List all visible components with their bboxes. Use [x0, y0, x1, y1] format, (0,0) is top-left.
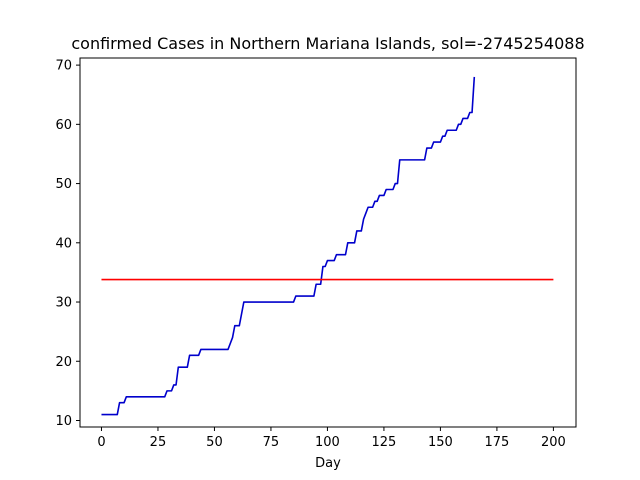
y-tick-label: 40 [55, 236, 72, 251]
y-tick-label: 60 [55, 118, 72, 133]
y-tick-label: 20 [55, 355, 72, 370]
x-tick-label: 100 [315, 435, 340, 450]
x-tick-label: 25 [150, 435, 167, 450]
x-tick-label: 175 [484, 435, 509, 450]
y-tick-label: 10 [55, 414, 72, 429]
x-axis: 0 25 50 75 100 125 150 175 200 [97, 427, 566, 450]
x-tick-label: 150 [428, 435, 453, 450]
y-tick-label: 50 [55, 177, 72, 192]
x-tick-label: 200 [541, 435, 566, 450]
x-tick-label: 50 [206, 435, 223, 450]
y-tick-label: 70 [55, 59, 72, 74]
y-axis: 10 20 30 40 50 60 70 [55, 59, 80, 429]
series-line-0 [101, 76, 476, 416]
chart-title: confirmed Cases in Northern Mariana Isla… [71, 34, 584, 53]
x-tick-label: 75 [263, 435, 280, 450]
x-tick-label: 0 [97, 435, 105, 450]
y-tick-label: 30 [55, 296, 72, 311]
x-axis-title: Day [315, 456, 341, 471]
series-layer [101, 76, 554, 416]
x-tick-label: 125 [372, 435, 397, 450]
